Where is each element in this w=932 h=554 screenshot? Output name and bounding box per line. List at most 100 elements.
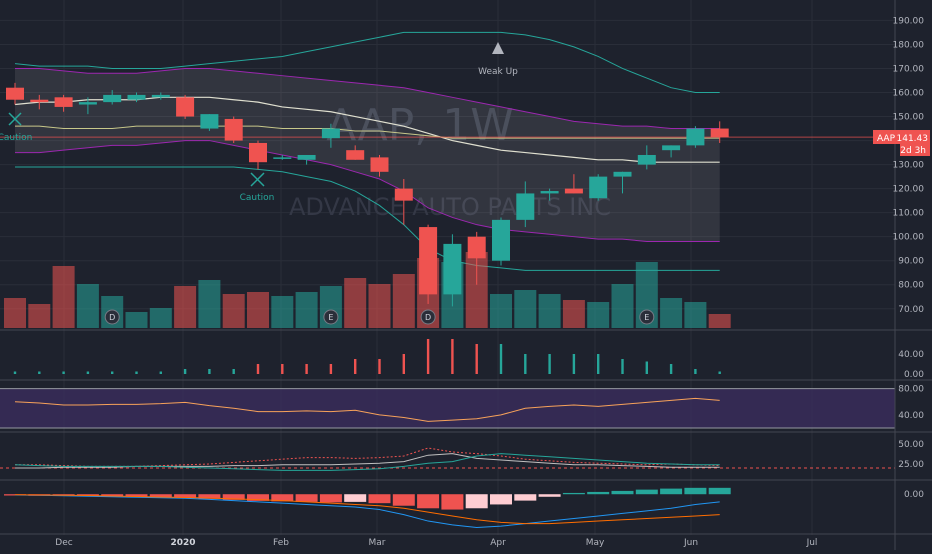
oscillator-bar [597, 354, 600, 374]
event-marker-label: E [644, 313, 649, 322]
volume-bar [28, 304, 51, 328]
volume-bar [684, 302, 707, 328]
price-label-bg [873, 130, 930, 144]
countdown-bg [900, 144, 930, 156]
volume-bar [660, 298, 683, 328]
price-tick-label: 70.00 [898, 305, 924, 315]
macd-histogram-bar [611, 490, 634, 495]
oscillator-bar [232, 369, 235, 374]
event-marker-label: D [425, 313, 431, 322]
adx-tick-label: 25.00 [898, 460, 924, 470]
caution-marker-2: Caution [240, 172, 275, 203]
countdown-label: 2d 3h [900, 146, 926, 156]
volume-bar [271, 296, 294, 328]
x-tick-label: Mar [369, 538, 386, 548]
volume-bar [611, 284, 634, 328]
macd-histogram-bar [368, 494, 391, 504]
volume-bar [174, 286, 197, 328]
oscillator-tick-label: 0.00 [904, 370, 924, 380]
volume-bar [52, 266, 75, 328]
outer-upper-line [14, 31, 720, 94]
x-tick-label: Apr [490, 538, 506, 548]
oscillator-bar [451, 339, 454, 374]
price-tick-label: 180.00 [893, 40, 925, 50]
price-tick-label: 100.00 [893, 233, 925, 243]
candle-body [394, 188, 413, 201]
volume-bar [125, 312, 148, 328]
oscillator-bar [669, 364, 673, 374]
caution-label-2: Caution [240, 193, 275, 203]
rsi-panel [0, 388, 895, 429]
macd-histogram-bar [417, 494, 440, 509]
macd-histogram-bar [538, 494, 561, 497]
volume-bar [514, 290, 537, 328]
price-tick-label: 120.00 [893, 185, 925, 195]
oscillator-bar [86, 371, 90, 374]
oscillator-bar [256, 364, 260, 374]
macd-histogram-bar [222, 494, 245, 500]
macd-histogram-bar [708, 487, 731, 495]
macd-signal-line [14, 494, 720, 525]
candles [6, 82, 729, 307]
macd-histogram-bar [271, 494, 294, 502]
candle-body [151, 94, 170, 98]
candle-body [297, 154, 316, 160]
candle-body [516, 193, 535, 220]
event-marker-icon [323, 309, 339, 325]
candle-body [637, 154, 656, 165]
rsi-tick-label: 80.00 [898, 385, 924, 395]
volume-bar [149, 308, 172, 328]
oscillator-bar [426, 339, 430, 374]
rsi-line [14, 397, 720, 422]
x-mark-icon [250, 172, 265, 187]
macd-histogram-bar [247, 494, 269, 501]
macd-histogram-bar [125, 494, 148, 498]
candle-body [370, 157, 389, 172]
macd-histogram-bar [465, 494, 488, 509]
caution-label-1: Caution [0, 133, 32, 143]
candle-body [54, 97, 73, 107]
price-tick-label: 80.00 [898, 281, 924, 291]
candle-body [273, 157, 292, 159]
candle-body [6, 87, 24, 100]
event-marker-icon [420, 309, 436, 325]
weak-up-label: Weak Up [478, 67, 518, 77]
x-tick-label: May [586, 538, 605, 548]
volume-bar [344, 278, 367, 328]
volume-bar [635, 262, 658, 328]
outer-lower-line [15, 166, 720, 271]
macd-histogram-bar [660, 488, 683, 495]
candle-body [224, 118, 243, 141]
candle-body [564, 188, 583, 194]
oscillator-bar [694, 369, 697, 374]
oscillator-bar [111, 371, 114, 374]
oscillator-bar [572, 354, 576, 374]
macd-histogram-bar [635, 489, 658, 495]
event-marker-icon [104, 309, 120, 325]
triangle-up-icon [492, 42, 504, 54]
oscillator-bar [281, 364, 284, 374]
candle-body [249, 142, 267, 163]
macd-histogram-bar [344, 494, 367, 502]
x-tick-label: Jun [683, 538, 698, 548]
oscillator-bar [645, 361, 648, 374]
oscillator-bar [475, 344, 478, 374]
candle-body [346, 150, 365, 160]
x-tick-label: 2020 [170, 538, 195, 548]
volume-bar [538, 294, 561, 328]
volume-bar [490, 294, 512, 328]
event-marker-label: D [109, 313, 115, 322]
candle-body [710, 128, 729, 138]
oscillator-bar [718, 371, 721, 374]
price-label: AAP 141.43 2d 3h [873, 130, 930, 156]
macd-histogram-bar [392, 494, 415, 506]
macd-histogram-bar [295, 494, 318, 502]
volume-bar [708, 314, 731, 328]
macd-histogram-bar [101, 494, 124, 497]
macd-histogram-bar [441, 494, 464, 510]
price-label-ticker: AAP [877, 134, 896, 144]
macd-histogram-bar [174, 494, 197, 499]
